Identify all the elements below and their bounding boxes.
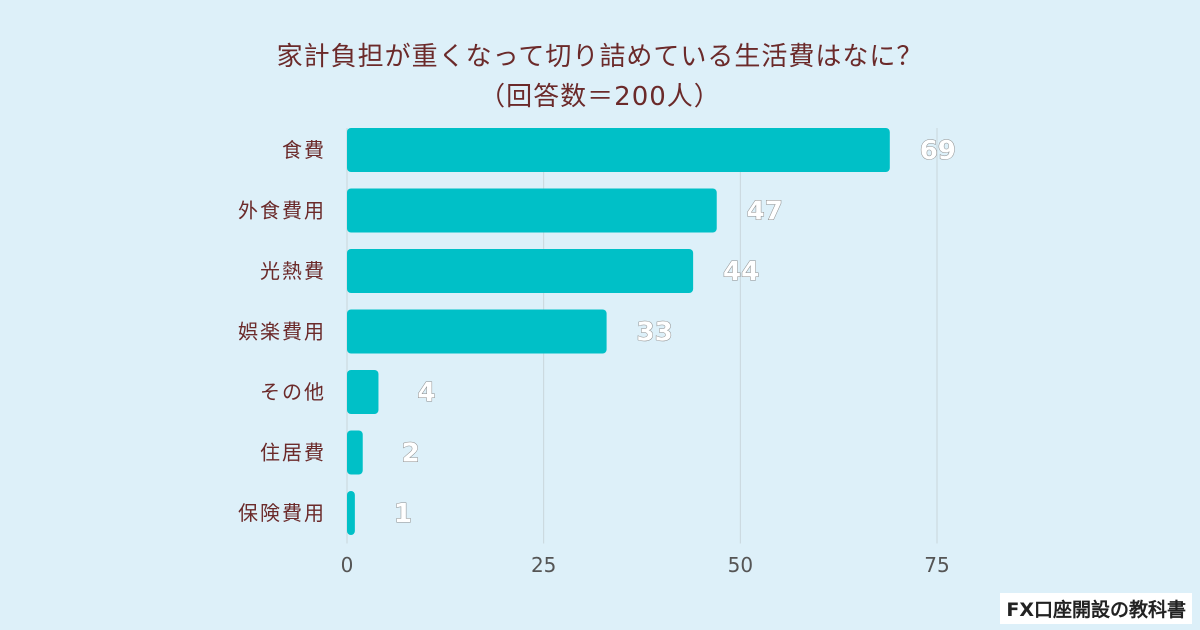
data-label: 44 — [723, 257, 759, 287]
data-label: 69 — [920, 136, 956, 166]
x-tick-label: 0 — [341, 553, 354, 577]
data-label: 33 — [637, 318, 673, 348]
data-label: 1 — [394, 499, 412, 529]
x-tick-label: 75 — [924, 553, 949, 577]
x-tick-label: 50 — [728, 553, 753, 577]
bar — [347, 430, 363, 475]
category-label: 保険費用 — [238, 501, 326, 525]
category-label: 住居費 — [260, 441, 326, 465]
category-label: 光熱費 — [260, 259, 326, 283]
bar — [347, 128, 890, 172]
chart-title: 家計負担が重くなって切り詰めている生活費はなに？ — [276, 42, 924, 72]
category-label: 娯楽費用 — [238, 320, 326, 344]
chart-subtitle: （回答数＝200人） — [479, 82, 721, 112]
bar — [347, 188, 717, 233]
category-label: 食費 — [282, 138, 326, 162]
bar — [347, 309, 607, 354]
category-label: その他 — [260, 380, 326, 404]
x-tick-label: 25 — [531, 553, 556, 577]
data-label: 4 — [417, 378, 435, 408]
bar — [347, 370, 379, 414]
bar — [347, 249, 694, 293]
data-label: 2 — [402, 439, 420, 469]
watermark-label: FX口座開設の教科書 — [1000, 593, 1192, 624]
bar — [347, 491, 355, 535]
data-label: 47 — [747, 197, 783, 227]
category-label: 外食費用 — [238, 199, 326, 223]
